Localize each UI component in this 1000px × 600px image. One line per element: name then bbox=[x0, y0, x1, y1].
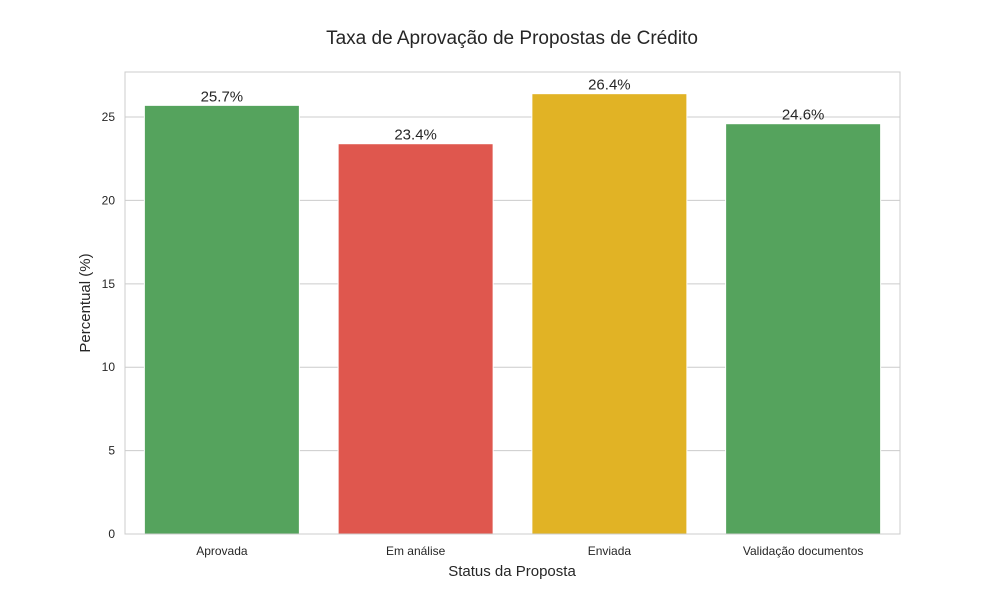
bars bbox=[143, 93, 882, 535]
data-label: 23.4% bbox=[394, 127, 437, 144]
bar bbox=[143, 104, 300, 535]
y-tick-label: 20 bbox=[102, 193, 116, 207]
data-labels: 25.7% 23.4% 26.4% 24.6% bbox=[201, 77, 825, 144]
y-tick-label: 15 bbox=[102, 277, 116, 291]
y-axis-ticks: 0 5 10 15 20 25 bbox=[102, 110, 116, 541]
x-tick-label: Enviada bbox=[588, 544, 632, 558]
y-tick-label: 10 bbox=[102, 360, 116, 374]
bar bbox=[531, 93, 688, 535]
x-axis-label: Status da Proposta bbox=[448, 563, 576, 580]
plot-frame bbox=[124, 71, 901, 535]
data-label: 26.4% bbox=[588, 77, 631, 94]
bar bbox=[725, 123, 882, 535]
data-label: 24.6% bbox=[782, 107, 825, 124]
chart-title: Taxa de Aprovação de Propostas de Crédit… bbox=[326, 28, 698, 49]
y-tick-label: 25 bbox=[102, 110, 116, 124]
bar bbox=[337, 143, 494, 535]
x-tick-label: Aprovada bbox=[196, 544, 248, 558]
y-axis-label: Percentual (%) bbox=[77, 253, 94, 352]
x-axis-ticks: Aprovada Em análise Enviada Validação docum… bbox=[196, 544, 863, 558]
x-tick-label: Validação documentos bbox=[743, 544, 864, 558]
y-tick-label: 5 bbox=[108, 444, 115, 458]
y-tick-label: 0 bbox=[108, 527, 115, 541]
x-tick-label: Em análise bbox=[386, 544, 446, 558]
data-label: 25.7% bbox=[201, 88, 244, 105]
